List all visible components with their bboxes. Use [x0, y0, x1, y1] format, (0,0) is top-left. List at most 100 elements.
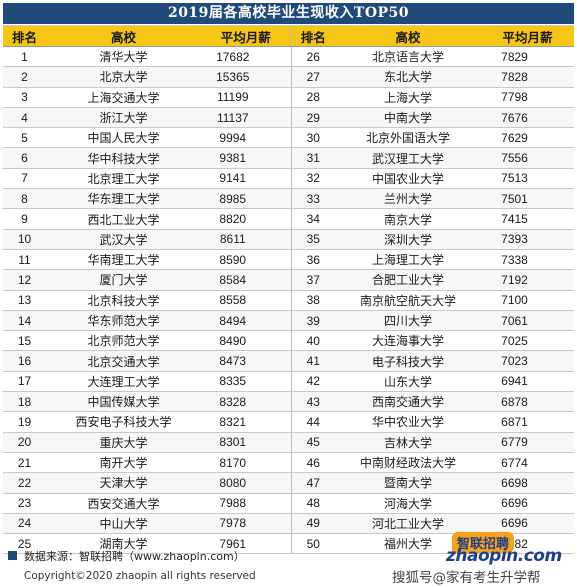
table-row: 17 大连理工大学 8335 42 山东大学 6941: [3, 371, 574, 393]
school-cell: 大连海事大学: [335, 330, 481, 352]
salary-cell: 6696: [481, 513, 574, 535]
rank-cell: 27: [290, 66, 335, 88]
school-cell: 暨南大学: [335, 472, 481, 494]
salary-cell: 8558: [201, 290, 291, 311]
table-row: 2 北京大学 15365 27 东北大学 7828: [3, 66, 574, 88]
salary-cell: 8611: [201, 229, 291, 250]
salary-cell: 6779: [481, 432, 574, 453]
table-row: 7 北京理工大学 9141 32 中国农业大学 7513: [3, 168, 574, 190]
table-row: 15 北京师范大学 8490 40 大连海事大学 7025: [3, 330, 574, 352]
school-cell: 深圳大学: [335, 229, 481, 250]
school-cell: 湖南大学: [46, 533, 201, 555]
rank-cell: 24: [3, 513, 46, 535]
table-row: 24 中山大学 7978 49 河北工业大学 6696: [3, 513, 574, 535]
rank-cell: 15: [3, 330, 46, 352]
logo-brand: zhaopin.com: [446, 546, 562, 566]
rank-cell: 23: [3, 493, 46, 514]
rank-cell: 43: [290, 391, 335, 413]
table-row: 4 浙江大学 11137 29 中南大学 7676: [3, 107, 574, 129]
rank-cell: 9: [3, 208, 46, 230]
school-cell: 华东理工大学: [46, 188, 201, 210]
salary-cell: 8490: [201, 330, 291, 352]
header-rank: 排名: [290, 25, 335, 47]
rank-cell: 4: [3, 107, 46, 129]
table-title: 2019届各高校毕业生现收入TOP50: [3, 3, 574, 24]
table-row: 5 中国人民大学 9994 30 北京外国语大学 7629: [3, 127, 574, 149]
salary-cell: 15365: [201, 66, 291, 88]
rank-cell: 30: [290, 127, 335, 149]
salary-cell: 7513: [481, 168, 574, 190]
rank-cell: 12: [3, 269, 46, 291]
school-cell: 吉林大学: [335, 432, 481, 453]
school-cell: 福州大学: [335, 533, 481, 555]
rank-cell: 32: [290, 168, 335, 190]
table-row: 14 华东师范大学 8494 39 四川大学 7061: [3, 310, 574, 332]
rank-cell: 25: [3, 533, 46, 555]
rank-cell: 40: [290, 330, 335, 352]
rank-cell: 49: [290, 513, 335, 535]
salary-cell: 7978: [201, 513, 291, 535]
salary-cell: 7393: [481, 229, 574, 250]
salary-cell: 8494: [201, 310, 291, 332]
school-cell: 中南财经政法大学: [335, 452, 481, 474]
school-cell: 华东师范大学: [46, 310, 201, 332]
rank-cell: 19: [3, 411, 46, 433]
bullet-square-icon: [8, 551, 17, 560]
data-source: 数据来源：智联招聘（www.zhaopin.com）: [8, 548, 245, 564]
rank-cell: 46: [290, 452, 335, 474]
school-cell: 浙江大学: [46, 107, 201, 129]
rank-cell: 48: [290, 493, 335, 514]
salary-cell: 8590: [201, 249, 291, 271]
salary-cell: 7192: [481, 269, 574, 291]
rank-cell: 50: [290, 533, 335, 555]
school-cell: 西南交通大学: [335, 391, 481, 413]
school-cell: 西安电子科技大学: [46, 411, 201, 433]
school-cell: 南京航空航天大学: [335, 290, 481, 311]
logo-badge: 智联招聘: [452, 532, 515, 553]
school-cell: 南开大学: [46, 452, 201, 474]
rank-cell: 10: [3, 229, 46, 250]
salary-cell: 11199: [201, 87, 291, 108]
table-row: 22 天津大学 8080 47 暨南大学 6698: [3, 472, 574, 494]
ranking-table: 排名 高校 平均月薪 排名 高校 平均月薪 1 清华大学 17682 26 北京语言大学…: [3, 25, 574, 555]
salary-cell: 7415: [481, 208, 574, 230]
school-cell: 四川大学: [335, 310, 481, 332]
rank-cell: 31: [290, 147, 335, 169]
school-cell: 华南理工大学: [46, 249, 201, 271]
school-cell: 天津大学: [46, 472, 201, 494]
school-cell: 厦门大学: [46, 269, 201, 291]
school-cell: 河北工业大学: [335, 513, 481, 535]
salary-cell: 9994: [201, 127, 291, 149]
salary-cell: 7501: [481, 188, 574, 210]
rank-cell: 38: [290, 290, 335, 311]
rank-cell: 6: [3, 147, 46, 169]
table-row: 21 南开大学 8170 46 中南财经政法大学 6774: [3, 452, 574, 474]
salary-cell: 8335: [201, 371, 291, 393]
school-cell: 重庆大学: [46, 432, 201, 453]
table-header-row: 排名 高校 平均月薪 排名 高校 平均月薪: [3, 25, 574, 47]
table-row: 3 上海交通大学 11199 28 上海大学 7798: [3, 87, 574, 108]
data-source-text: 数据来源：智联招聘（www.zhaopin.com）: [24, 550, 245, 563]
salary-cell: 6698: [481, 472, 574, 494]
salary-cell: 7828: [481, 66, 574, 88]
copyright-text: Copyright©2020 zhaopin all rights reserv…: [24, 570, 256, 582]
school-cell: 河海大学: [335, 493, 481, 514]
salary-cell: 7025: [481, 330, 574, 352]
rank-cell: 39: [290, 310, 335, 332]
rank-cell: 33: [290, 188, 335, 210]
school-cell: 中南大学: [335, 107, 481, 129]
salary-cell: 8584: [201, 269, 291, 291]
salary-cell: 6774: [481, 452, 574, 474]
salary-cell: 7023: [481, 350, 574, 372]
salary-cell: 8820: [201, 208, 291, 230]
salary-cell: 8080: [201, 472, 291, 494]
rank-cell: 26: [290, 46, 335, 68]
table-row: 16 北京交通大学 8473 41 电子科技大学 7023: [3, 350, 574, 372]
rank-cell: 5: [3, 127, 46, 149]
table-row: 1 清华大学 17682 26 北京语言大学 7829: [3, 46, 574, 68]
school-cell: 北京师范大学: [46, 330, 201, 352]
table-row: 23 西安交通大学 7988 48 河海大学 6696: [3, 493, 574, 514]
rank-cell: 34: [290, 208, 335, 230]
school-cell: 南京大学: [335, 208, 481, 230]
table-row: 10 武汉大学 8611 35 深圳大学 7393: [3, 229, 574, 250]
